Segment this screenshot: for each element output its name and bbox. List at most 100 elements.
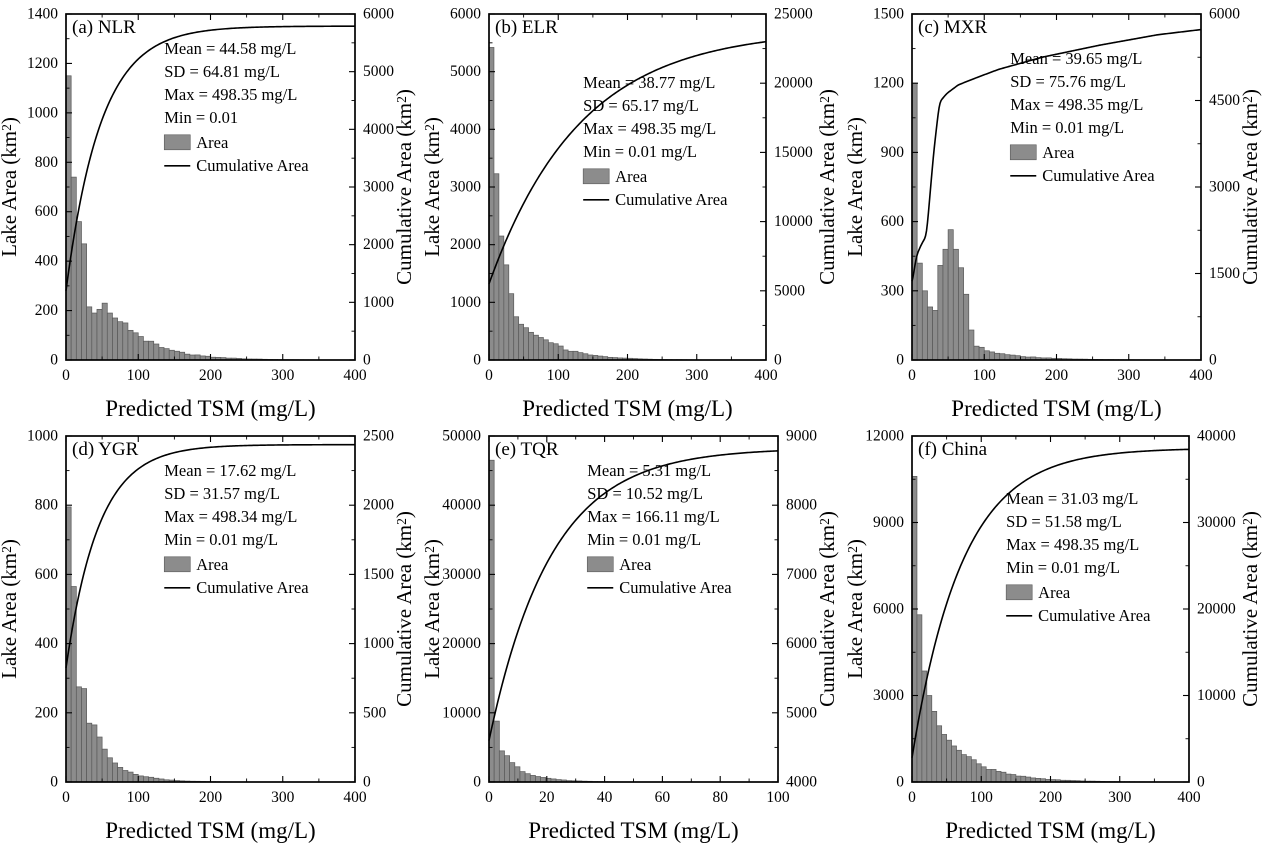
svg-text:Lake Area (km2): Lake Area (km2) [846,117,867,257]
svg-text:2000: 2000 [363,236,394,253]
svg-text:Cumulative Area: Cumulative Area [619,578,732,597]
svg-text:SD = 75.76 mg/L: SD = 75.76 mg/L [1010,72,1126,91]
svg-text:400: 400 [35,635,59,652]
svg-text:2000: 2000 [450,236,481,253]
svg-text:8000: 8000 [786,497,817,514]
svg-text:Lake Area (km2): Lake Area (km2) [423,539,444,679]
svg-text:Mean = 17.62 mg/L: Mean = 17.62 mg/L [164,461,296,480]
svg-text:Mean = 5.31 mg/L: Mean = 5.31 mg/L [587,461,711,480]
svg-text:800: 800 [35,497,59,514]
svg-text:4000: 4000 [363,121,394,138]
svg-text:Cumulative Area: Cumulative Area [1038,606,1151,625]
svg-text:5000: 5000 [774,282,805,299]
svg-text:Min = 0.01 mg/L: Min = 0.01 mg/L [583,142,697,161]
svg-text:40000: 40000 [442,497,481,514]
svg-text:600: 600 [35,566,59,583]
svg-text:Cumulative Area (km2): Cumulative Area (km2) [815,511,839,707]
svg-text:1000: 1000 [363,294,394,311]
svg-text:Cumulative Area (km2): Cumulative Area (km2) [1238,511,1262,707]
svg-text:15000: 15000 [774,144,813,161]
svg-text:2500: 2500 [363,428,394,445]
svg-text:400: 400 [343,789,367,806]
svg-text:0: 0 [473,352,481,369]
svg-text:Mean = 31.03 mg/L: Mean = 31.03 mg/L [1006,489,1138,508]
svg-text:10000: 10000 [442,704,481,721]
svg-text:3000: 3000 [873,687,904,704]
svg-text:10000: 10000 [1197,687,1236,704]
svg-text:6000: 6000 [363,6,394,23]
svg-text:0: 0 [485,789,493,806]
svg-text:Cumulative Area (km2): Cumulative Area (km2) [392,511,416,707]
svg-text:200: 200 [199,367,223,384]
svg-text:200: 200 [1039,789,1063,806]
svg-text:6000: 6000 [873,601,904,618]
svg-text:1000: 1000 [27,104,58,121]
svg-text:200: 200 [199,789,223,806]
svg-text:9000: 9000 [873,514,904,531]
svg-text:Max = 498.35 mg/L: Max = 498.35 mg/L [1006,535,1139,554]
svg-text:100: 100 [766,789,790,806]
svg-text:0: 0 [50,774,58,791]
svg-text:800: 800 [35,154,59,171]
svg-text:Predicted TSM (mg/L): Predicted TSM (mg/L) [945,818,1155,843]
svg-text:9000: 9000 [786,428,817,445]
svg-text:Mean = 44.58 mg/L: Mean = 44.58 mg/L [164,39,296,58]
svg-text:Max = 498.35 mg/L: Max = 498.35 mg/L [1010,95,1143,114]
svg-text:Mean = 38.77 mg/L: Mean = 38.77 mg/L [583,73,715,92]
svg-text:4000: 4000 [450,121,481,138]
svg-text:400: 400 [1177,789,1201,806]
svg-text:0: 0 [363,352,371,369]
svg-text:0: 0 [1197,774,1205,791]
svg-text:0: 0 [896,774,904,791]
svg-text:Min = 0.01 mg/L: Min = 0.01 mg/L [1006,558,1120,577]
svg-text:1200: 1200 [27,55,58,72]
svg-text:Max = 498.35 mg/L: Max = 498.35 mg/L [164,85,297,104]
svg-text:100: 100 [970,789,994,806]
svg-text:Min = 0.01: Min = 0.01 [164,108,238,127]
svg-text:Max = 498.35 mg/L: Max = 498.35 mg/L [583,119,716,138]
svg-text:300: 300 [271,789,295,806]
svg-text:Cumulative Area (km2): Cumulative Area (km2) [1238,89,1262,285]
svg-text:(d) YGR: (d) YGR [72,439,139,460]
svg-text:4000: 4000 [786,774,817,791]
svg-text:4500: 4500 [1209,92,1240,109]
svg-text:600: 600 [35,203,59,220]
svg-text:3000: 3000 [363,179,394,196]
svg-text:3000: 3000 [1209,179,1240,196]
svg-text:Max = 498.34 mg/L: Max = 498.34 mg/L [164,507,297,526]
svg-text:400: 400 [35,253,59,270]
svg-text:Lake Area (km2): Lake Area (km2) [846,539,867,679]
svg-text:SD = 65.17 mg/L: SD = 65.17 mg/L [583,96,699,115]
svg-text:0: 0 [908,789,916,806]
svg-text:Min = 0.01 mg/L: Min = 0.01 mg/L [164,530,278,549]
svg-text:Lake Area (km2): Lake Area (km2) [0,539,21,679]
svg-text:1500: 1500 [1209,265,1240,282]
svg-text:Predicted TSM (mg/L): Predicted TSM (mg/L) [528,818,738,843]
svg-text:100: 100 [973,367,997,384]
svg-text:50000: 50000 [442,428,481,445]
svg-text:(e) TQR: (e) TQR [495,439,559,460]
svg-text:SD = 64.81 mg/L: SD = 64.81 mg/L [164,62,280,81]
svg-text:100: 100 [127,789,151,806]
svg-text:10000: 10000 [774,213,813,230]
svg-text:20000: 20000 [774,75,813,92]
svg-text:200: 200 [35,302,59,319]
svg-text:600: 600 [881,213,905,230]
svg-text:1500: 1500 [873,6,904,23]
svg-text:400: 400 [754,367,778,384]
svg-text:30000: 30000 [1197,514,1236,531]
svg-text:900: 900 [881,144,905,161]
svg-text:Min = 0.01 mg/L: Min = 0.01 mg/L [1010,118,1124,137]
svg-text:(c) MXR: (c) MXR [918,17,987,38]
svg-text:12000: 12000 [865,428,904,445]
svg-text:SD = 51.58 mg/L: SD = 51.58 mg/L [1006,512,1122,531]
svg-text:6000: 6000 [1209,6,1240,23]
svg-text:0: 0 [363,774,371,791]
svg-text:(a) NLR: (a) NLR [72,17,136,38]
svg-text:6000: 6000 [786,635,817,652]
svg-text:6000: 6000 [450,6,481,23]
svg-text:200: 200 [1045,367,1069,384]
svg-text:Cumulative Area: Cumulative Area [196,578,309,597]
svg-text:100: 100 [127,367,151,384]
svg-text:1200: 1200 [873,75,904,92]
